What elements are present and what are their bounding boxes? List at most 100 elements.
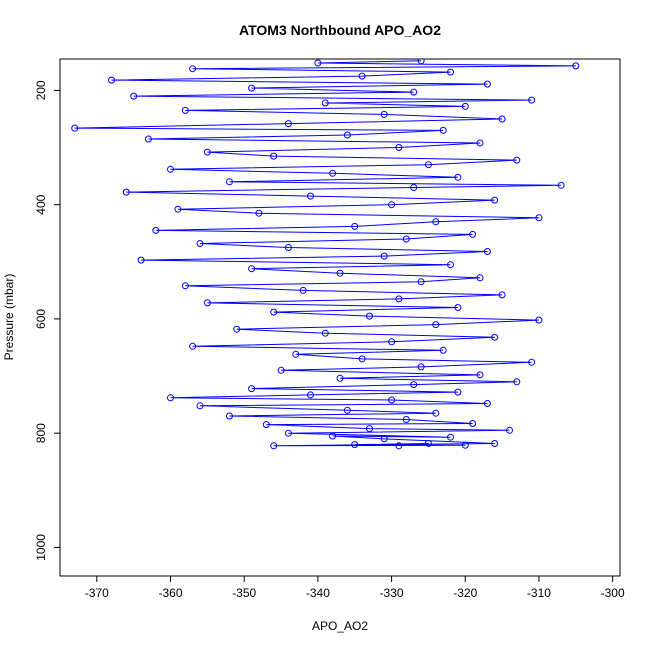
- data-point: [395, 144, 403, 151]
- data-point: [395, 442, 403, 450]
- data-point: [513, 378, 521, 386]
- data-point: [167, 165, 174, 173]
- data-point: [248, 385, 256, 393]
- plot-area: [71, 59, 580, 450]
- data-point: [270, 442, 278, 450]
- y-tick-label: 200: [34, 80, 48, 100]
- y-tick-label: 400: [34, 194, 48, 214]
- data-point: [402, 416, 410, 423]
- data-point: [476, 274, 484, 282]
- data-point: [329, 169, 337, 177]
- data-point: [144, 135, 152, 143]
- data-point: [167, 394, 174, 402]
- chart-title: ATOM3 Northbound APO_AO2: [239, 22, 441, 38]
- data-point: [284, 244, 292, 251]
- data-point: [454, 388, 462, 396]
- data-point: [196, 402, 204, 410]
- data-point: [528, 358, 536, 366]
- x-axis-label: APO_AO2: [312, 619, 368, 633]
- data-point: [388, 201, 396, 209]
- data-point: [255, 209, 263, 217]
- data-point: [343, 406, 351, 414]
- series-line: [74, 60, 576, 447]
- data-point: [535, 214, 543, 222]
- data-point: [351, 441, 359, 449]
- x-axis: -370 -360 -350 -340 -330 -320 -310 -300: [85, 576, 625, 600]
- data-point: [469, 420, 477, 427]
- data-point: [270, 152, 278, 160]
- x-tick-label: -320: [453, 586, 477, 600]
- data-point: [343, 131, 351, 139]
- data-point: [181, 282, 189, 290]
- data-point: [122, 188, 130, 196]
- data-point: [461, 441, 469, 449]
- data-point: [130, 92, 138, 100]
- data-point: [410, 88, 418, 96]
- data-point: [380, 252, 388, 260]
- data-point: [447, 68, 454, 76]
- data-point: [270, 308, 278, 316]
- x-tick-label: -370: [85, 586, 109, 600]
- data-point: [447, 433, 454, 441]
- data-point: [248, 84, 256, 92]
- data-point: [447, 261, 454, 269]
- data-point: [366, 425, 373, 433]
- data-point: [454, 173, 462, 181]
- x-tick-label: -330: [380, 586, 404, 600]
- data-point: [432, 321, 440, 329]
- y-tick-label: 600: [34, 309, 48, 329]
- data-point: [233, 325, 241, 333]
- data-point: [388, 396, 396, 404]
- data-point: [424, 161, 432, 169]
- data-point: [439, 126, 447, 134]
- data-point: [196, 240, 204, 247]
- data-point: [528, 96, 536, 104]
- y-tick-label: 800: [34, 423, 48, 443]
- data-point: [491, 196, 499, 204]
- data-point: [535, 316, 543, 324]
- data-point: [461, 102, 469, 110]
- data-point: [203, 299, 211, 307]
- data-point: [226, 412, 233, 420]
- data-point: [432, 409, 440, 417]
- data-point: [417, 59, 425, 65]
- data-point: [476, 139, 484, 147]
- data-point: [432, 218, 440, 226]
- data-point: [358, 72, 366, 80]
- data-point: [321, 329, 329, 337]
- data-point: [491, 333, 499, 341]
- data-point: [439, 346, 447, 354]
- data-point: [336, 269, 344, 277]
- data-point: [307, 192, 314, 200]
- data-point: [506, 426, 513, 434]
- data-point: [71, 124, 79, 132]
- data-point: [476, 371, 484, 379]
- data-point: [277, 366, 285, 374]
- data-point: [483, 400, 491, 407]
- data-point: [299, 286, 307, 294]
- data-point: [380, 435, 388, 443]
- x-tick-label: -310: [527, 586, 551, 600]
- data-point: [402, 235, 410, 243]
- data-point: [483, 248, 491, 255]
- data-point: [189, 65, 197, 73]
- data-point: [380, 110, 388, 118]
- data-point: [491, 440, 499, 447]
- data-point: [336, 374, 344, 382]
- data-point: [351, 222, 359, 230]
- plot-frame: [59, 58, 621, 577]
- data-point: [108, 76, 116, 84]
- x-tick-label: -340: [306, 586, 330, 600]
- y-tick-label: 1000: [34, 534, 48, 561]
- x-tick-label: -360: [159, 586, 183, 600]
- data-point: [226, 178, 233, 186]
- data-point: [513, 156, 521, 164]
- data-point: [189, 342, 197, 350]
- data-point: [410, 184, 418, 191]
- data-point: [203, 148, 211, 156]
- data-point: [181, 106, 189, 114]
- data-point: [366, 312, 373, 320]
- data-point: [454, 304, 462, 311]
- data-point: [174, 205, 182, 213]
